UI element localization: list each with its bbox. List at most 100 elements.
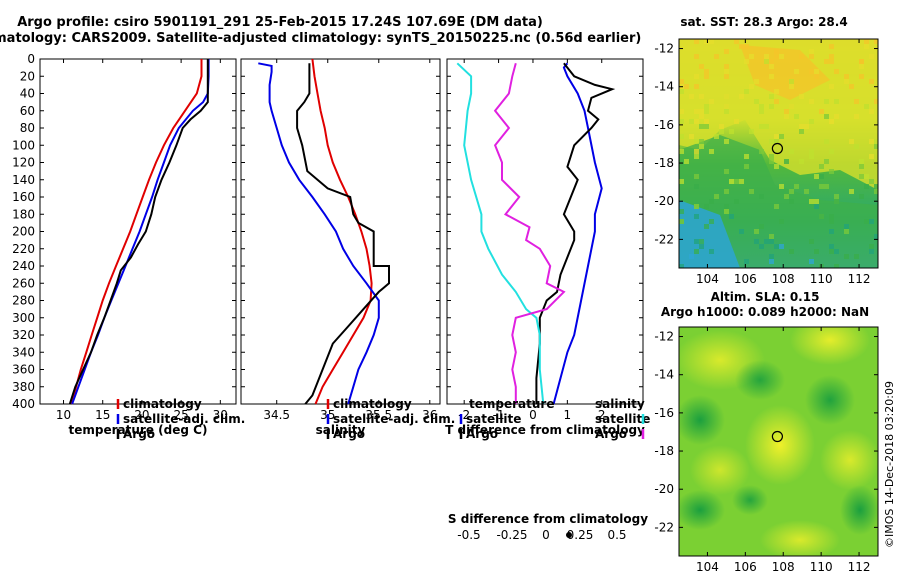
- sst-pixel: [694, 109, 699, 114]
- sst-pixel: [694, 239, 699, 244]
- sst-pixel: [679, 219, 684, 224]
- sst-pixel: [769, 239, 774, 244]
- sst-pixel: [799, 159, 804, 164]
- sst-pixel: [739, 94, 744, 99]
- header-line-2: Climatology: CARS2009. Satellite-adjuste…: [0, 31, 641, 46]
- sst-pixel: [729, 129, 734, 134]
- sst-pixel: [869, 139, 874, 144]
- sst-pixel: [789, 79, 794, 84]
- sst-pixel: [749, 54, 754, 59]
- x-tick-label: 20: [134, 408, 149, 422]
- sst-pixel: [824, 139, 829, 144]
- sst-pixel: [779, 134, 784, 139]
- sst-pixel: [824, 59, 829, 64]
- x-tick-label: 2: [598, 408, 606, 422]
- sst-map: sat. SST: 28.3 Argo: 28.4 104 106 108 110 11…: [654, 15, 879, 286]
- sla-high-6: [760, 520, 840, 556]
- sst-pixel: [694, 184, 699, 189]
- panel-frame: [446, 58, 644, 405]
- sst-pixel: [824, 159, 829, 164]
- sst-pixel: [744, 164, 749, 169]
- y-tick-label: 100: [12, 138, 35, 152]
- series-argo: [296, 63, 390, 405]
- sst-pixel: [809, 259, 814, 264]
- secondary-tick-label: -0.5: [457, 528, 480, 542]
- sst-pixel: [759, 194, 764, 199]
- sst-pixel: [859, 164, 864, 169]
- sst-pixel: [694, 84, 699, 89]
- sst-pixel: [859, 64, 864, 69]
- header-line-1: Argo profile: csiro 5901191_291 25-Feb-2…: [17, 15, 543, 30]
- map-y-tick-label: -16: [654, 406, 674, 420]
- sst-pixel: [724, 64, 729, 69]
- sst-pixel: [754, 239, 759, 244]
- sst-pixel: [809, 99, 814, 104]
- sst-pixel: [794, 184, 799, 189]
- sst-pixel: [764, 54, 769, 59]
- sst-pixel: [704, 39, 709, 44]
- sst-pixel: [874, 184, 878, 189]
- sst-pixel: [679, 179, 684, 184]
- sst-pixel: [779, 184, 784, 189]
- sla-high-4: [820, 430, 878, 490]
- map-y-tick-label: -22: [654, 520, 674, 534]
- sst-pixel: [869, 79, 874, 84]
- sst-pixel: [834, 264, 839, 268]
- legend-label: Argo: [466, 427, 498, 441]
- sst-pixel: [744, 259, 749, 264]
- sst-pixel: [849, 189, 854, 194]
- sst-pixel: [819, 184, 824, 189]
- sst-pixel: [774, 89, 779, 94]
- map-x-tick-label: 112: [848, 560, 871, 574]
- y-tick-label: 140: [12, 173, 35, 187]
- sst-pixel: [764, 59, 769, 64]
- sst-pixel: [784, 159, 789, 164]
- sst-pixel: [709, 249, 714, 254]
- sst-pixel: [734, 179, 739, 184]
- map-y-tick-label: -18: [654, 156, 674, 170]
- sst-pixel: [719, 129, 724, 134]
- sst-pixel: [759, 109, 764, 114]
- sst-pixel: [724, 104, 729, 109]
- sst-pixel: [784, 114, 789, 119]
- sla-low-5: [679, 490, 725, 530]
- sst-pixel: [749, 189, 754, 194]
- series-temperature-argo: [535, 62, 616, 404]
- map-x-tick-label: 108: [772, 272, 795, 286]
- y-tick-label: 120: [12, 156, 35, 170]
- sst-pixel: [734, 199, 739, 204]
- sst-pixel: [739, 179, 744, 184]
- sst-pixel: [829, 84, 834, 89]
- legend-label: satellite-adj. clim.: [123, 412, 245, 426]
- sst-pixel: [829, 249, 834, 254]
- sst-pixel: [809, 149, 814, 154]
- sla-high-3: [790, 327, 870, 365]
- series-temperature-satellite: [552, 62, 603, 405]
- sst-pixel: [829, 59, 834, 64]
- sst-pixel: [874, 234, 878, 239]
- sst-pixel: [709, 99, 714, 104]
- sst-pixel: [854, 254, 859, 259]
- sst-pixel: [799, 54, 804, 59]
- profile-panel-1: 34.53535.536salinityclimatologysatellite…: [240, 58, 455, 441]
- sst-pixel: [729, 214, 734, 219]
- sst-pixel: [699, 244, 704, 249]
- sst-pixel: [864, 104, 869, 109]
- sst-pixel: [754, 99, 759, 104]
- sst-pixel: [769, 94, 774, 99]
- sst-pixel: [824, 114, 829, 119]
- map-y-tick-label: -22: [654, 232, 674, 246]
- sst-pixel: [824, 184, 829, 189]
- sla-high-2: [745, 405, 815, 485]
- sla-map-title: Altim. SLA: 0.15: [711, 290, 820, 304]
- sst-pixel: [699, 94, 704, 99]
- sst-pixel: [819, 174, 824, 179]
- sst-pixel: [859, 194, 864, 199]
- sst-pixel: [679, 119, 684, 124]
- sla-high-5: [690, 445, 750, 495]
- profile-panel-0: 0 20 40 60 80 100 120 140 160 180 200 220 240 260 280 3…: [12, 52, 245, 441]
- sst-pixel: [814, 204, 819, 209]
- sst-pixel: [774, 164, 779, 169]
- sst-pixel: [769, 104, 774, 109]
- map-x-tick-label: 110: [810, 272, 833, 286]
